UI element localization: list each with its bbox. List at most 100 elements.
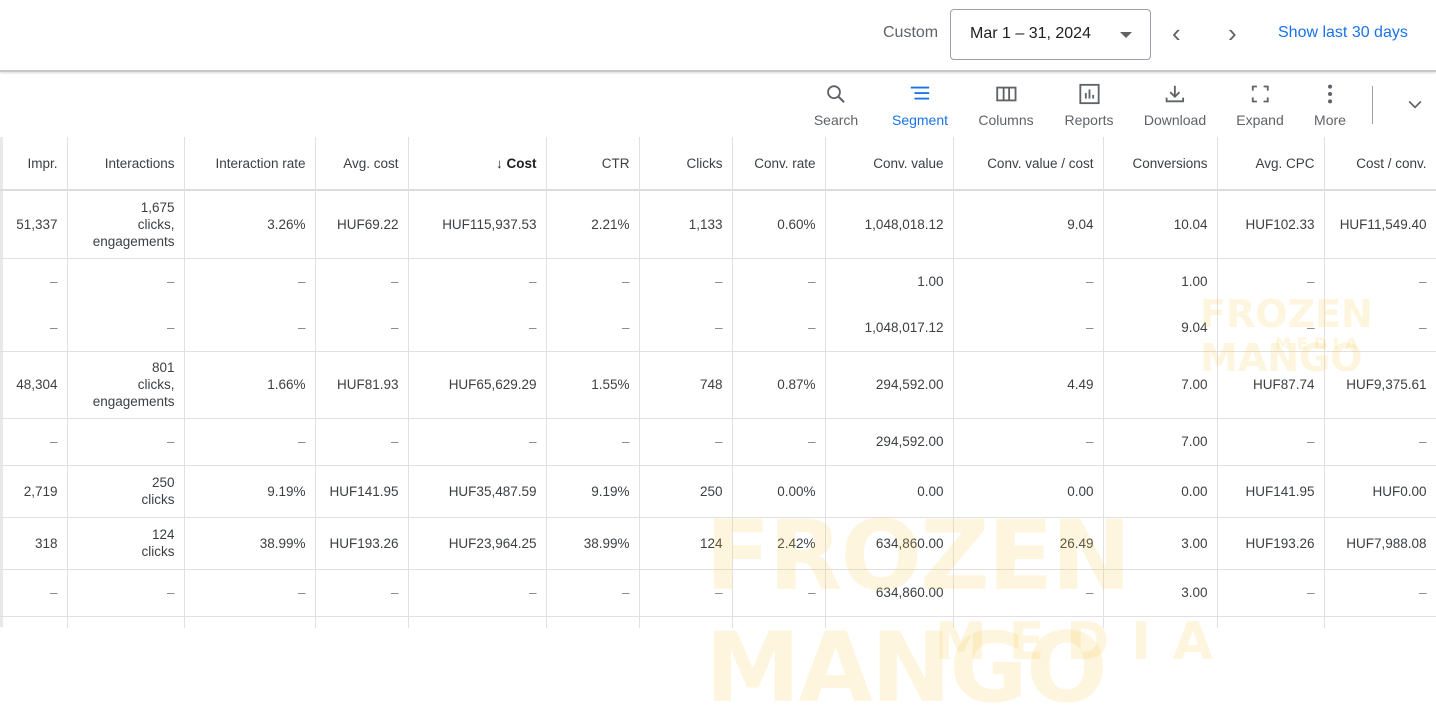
more-button[interactable]: More bbox=[1314, 82, 1346, 128]
cell-interaction-rate: 3.26% bbox=[184, 190, 316, 259]
search-icon bbox=[814, 82, 858, 106]
table-row[interactable]: 318 124 clicks 38.99% HUF193.26 HUF23,964.25… bbox=[0, 517, 1436, 570]
download-button[interactable]: Download bbox=[1144, 82, 1206, 128]
column-header-conv-value-cost[interactable]: Conv. value / cost bbox=[953, 137, 1104, 191]
cell-interactions: – bbox=[67, 418, 185, 466]
date-range-bar: Custom Mar 1 – 31, 2024 ‹ › Show last 30… bbox=[0, 0, 1436, 72]
column-header-label: Impr. bbox=[27, 155, 58, 171]
segment-button[interactable]: Segment bbox=[892, 82, 948, 128]
column-header-label: Clicks bbox=[686, 155, 723, 171]
columns-button[interactable]: Columns bbox=[978, 82, 1034, 128]
column-header-label: Conv. value bbox=[873, 155, 944, 171]
cell-conv-rate: 0.87% bbox=[732, 351, 826, 419]
cell-avg-cpc: HUF102.33 bbox=[1217, 190, 1325, 259]
cell-cost-conv: – bbox=[1324, 304, 1436, 352]
cell-ctr: – bbox=[546, 258, 640, 304]
cell-impr: – bbox=[0, 304, 68, 352]
search-button[interactable]: Search bbox=[814, 82, 858, 128]
toolbar-divider bbox=[1372, 86, 1373, 124]
sort-descending-icon: ↓ bbox=[495, 155, 507, 171]
cell-interactions: 124 clicks bbox=[67, 517, 185, 570]
table-row[interactable]: – – – – – – – –294,592.00–7.00– – bbox=[0, 418, 1436, 466]
table-row[interactable]: – – – – – – – –634,860.00–3.00– – bbox=[0, 569, 1436, 617]
cell-conv-value-cost: 26.49 bbox=[953, 517, 1104, 570]
column-header-conversions[interactable]: Conversions bbox=[1103, 137, 1218, 191]
cell-conv-rate: – bbox=[732, 418, 826, 466]
cell-impr: 318 bbox=[0, 517, 68, 570]
cell-empty bbox=[732, 616, 826, 628]
cell-interactions: – bbox=[67, 569, 185, 617]
column-header-interactions[interactable]: Interactions bbox=[67, 137, 185, 191]
column-header-cost[interactable]: ↓ Cost bbox=[408, 137, 547, 191]
cell-avg-cost: – bbox=[315, 304, 409, 352]
table-toolbar: Search Segment Columns Reports Download … bbox=[0, 72, 1436, 136]
column-header-interaction-rate[interactable]: Interaction rate bbox=[184, 137, 316, 191]
cell-avg-cost: – bbox=[315, 569, 409, 617]
cell-empty bbox=[825, 616, 954, 628]
cell-clicks: – bbox=[639, 304, 733, 352]
cell-conv-value-cost: – bbox=[953, 418, 1104, 466]
table-row[interactable]: 48,304 801 clicks, engagements 1.66% HUF81.… bbox=[0, 351, 1436, 419]
column-header-label: Cost bbox=[506, 155, 537, 171]
column-header-label: Interactions bbox=[104, 155, 175, 171]
table-row[interactable]: – – – – – – – –1.00–1.00– – bbox=[0, 258, 1436, 304]
cell-cost-conv: HUF11,549.40 bbox=[1324, 190, 1436, 259]
cell-ctr: – bbox=[546, 418, 640, 466]
cell-avg-cpc: – bbox=[1217, 304, 1325, 352]
column-header-impr[interactable]: Impr. bbox=[0, 137, 68, 191]
download-icon bbox=[1144, 82, 1206, 106]
cell-ctr: 9.19% bbox=[546, 465, 640, 518]
cell-cost-conv: HUF7,988.08 bbox=[1324, 517, 1436, 570]
cell-clicks: 748 bbox=[639, 351, 733, 419]
cell-avg-cost: HUF141.95 bbox=[315, 465, 409, 518]
cell-empty bbox=[67, 616, 185, 628]
next-period-button[interactable]: › bbox=[1228, 18, 1237, 48]
cell-conversions: 1.00 bbox=[1103, 258, 1218, 304]
columns-icon bbox=[978, 82, 1033, 106]
collapse-chevron-icon[interactable] bbox=[1405, 94, 1425, 119]
cell-conv-value: 634,860.00 bbox=[825, 517, 954, 570]
search-label: Search bbox=[813, 112, 859, 128]
cell-cost: HUF35,487.59 bbox=[408, 465, 547, 518]
table-row[interactable]: 51,337 1,675 clicks, engagements 3.26% HUF6… bbox=[0, 190, 1436, 259]
cell-avg-cpc: – bbox=[1217, 258, 1325, 304]
cell-empty bbox=[1324, 616, 1436, 628]
table-row[interactable]: 2,719 250 clicks 9.19% HUF141.95 HUF35,487.5… bbox=[0, 465, 1436, 518]
cell-interactions: 801 clicks, engagements bbox=[67, 351, 185, 419]
reports-button[interactable]: Reports bbox=[1064, 82, 1114, 128]
cell-ctr: 1.55% bbox=[546, 351, 640, 419]
cell-conv-value-cost: 9.04 bbox=[953, 190, 1104, 259]
cell-conv-value: 1,048,017.12 bbox=[825, 304, 954, 352]
column-header-label: Cost / conv. bbox=[1356, 155, 1427, 171]
date-range-value: Mar 1 – 31, 2024 bbox=[970, 25, 1091, 42]
column-header-label: Avg. cost bbox=[343, 155, 399, 171]
cell-conv-value: 294,592.00 bbox=[825, 351, 954, 419]
previous-period-button[interactable]: ‹ bbox=[1172, 18, 1181, 48]
cell-empty bbox=[408, 616, 547, 628]
expand-button[interactable]: Expand bbox=[1236, 82, 1284, 128]
table-row[interactable]: – – – – – – – –1,048,017.12–9.04– – bbox=[0, 304, 1436, 352]
column-header-conv-rate[interactable]: Conv. rate bbox=[732, 137, 826, 191]
cell-conv-rate: – bbox=[732, 569, 826, 617]
reports-icon bbox=[1064, 82, 1113, 106]
column-header-avg-cpc[interactable]: Avg. CPC bbox=[1217, 137, 1325, 191]
column-header-cost-conv[interactable]: Cost / conv. bbox=[1324, 137, 1436, 191]
cell-clicks: 1,133 bbox=[639, 190, 733, 259]
cell-avg-cost: HUF193.26 bbox=[315, 517, 409, 570]
date-range-picker[interactable]: Mar 1 – 31, 2024 bbox=[950, 9, 1151, 60]
column-header-conv-value[interactable]: Conv. value bbox=[825, 137, 954, 191]
cell-cost: – bbox=[408, 569, 547, 617]
show-last-30-days-link[interactable]: Show last 30 days bbox=[1278, 24, 1408, 41]
cell-ctr: 2.21% bbox=[546, 190, 640, 259]
column-header-ctr[interactable]: CTR bbox=[546, 137, 640, 191]
column-header-avg-cost[interactable]: Avg. cost bbox=[315, 137, 409, 191]
cell-empty bbox=[953, 616, 1104, 628]
cell-conv-rate: – bbox=[732, 304, 826, 352]
cell-avg-cpc: – bbox=[1217, 569, 1325, 617]
cell-impr: 2,719 bbox=[0, 465, 68, 518]
columns-label: Columns bbox=[978, 112, 1034, 128]
column-header-clicks[interactable]: Clicks bbox=[639, 137, 733, 191]
dropdown-arrow-icon bbox=[1120, 32, 1132, 38]
cell-cost-conv: HUF9,375.61 bbox=[1324, 351, 1436, 419]
cell-interactions: 250 clicks bbox=[67, 465, 185, 518]
